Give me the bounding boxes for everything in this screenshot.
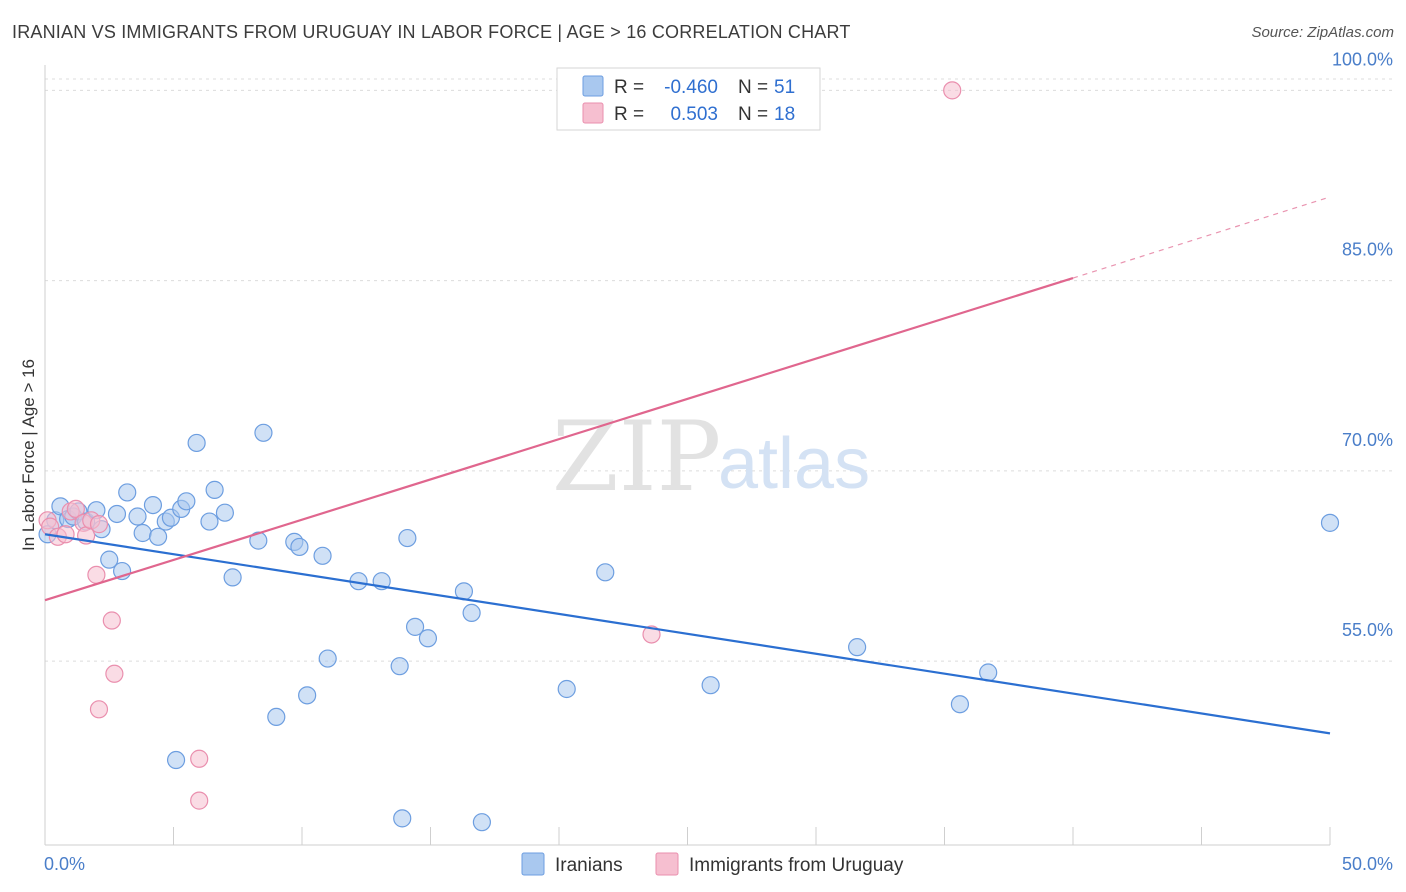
legend-r-label-2: R = — [614, 104, 644, 125]
uruguay-point — [89, 700, 109, 719]
iranians-point — [701, 676, 720, 695]
legend-n-label-1: N = — [738, 77, 768, 98]
legend-swatch-uruguay — [582, 102, 604, 124]
iranians-point — [472, 813, 491, 832]
iranians-point — [100, 550, 119, 569]
legend-r-label-1: R = — [614, 77, 644, 98]
watermark: ZIP atlas — [552, 401, 870, 513]
iranians-point — [107, 504, 127, 524]
y-tick-label: 85.0% — [1342, 240, 1393, 260]
iranians-point — [298, 686, 317, 705]
iranians-point — [205, 480, 224, 499]
stats-legend: R = -0.460 N = 51 R = 0.503 N = 18 — [556, 67, 821, 131]
legend-r-value-2: 0.503 — [670, 104, 718, 125]
iranians-point — [223, 568, 242, 587]
legend-swatch-iranians — [582, 75, 604, 97]
grid-layer — [45, 78, 1395, 662]
iranians-point — [418, 629, 438, 648]
iranians-point — [1320, 513, 1340, 532]
iranians-point — [128, 507, 147, 526]
iranians-point — [267, 707, 286, 727]
iranians-point — [290, 537, 309, 557]
uruguay-trend-line — [44, 277, 1074, 602]
iranians-point — [318, 649, 337, 668]
series-legend-label-iranians: Iranians — [555, 855, 623, 876]
x-tick-label-max: 50.0% — [1342, 854, 1393, 874]
y-tick-label: 70.0% — [1342, 430, 1393, 450]
uruguay-point — [943, 81, 962, 100]
iranians-point — [133, 523, 152, 543]
legend-n-value-2: 18 — [774, 104, 795, 125]
iranians-point — [215, 503, 234, 522]
uruguay-point — [66, 499, 85, 519]
iranians-point — [950, 695, 970, 714]
iranians-point — [254, 423, 273, 442]
x-tick-label-min: 0.0% — [44, 854, 85, 874]
y-axis-label: In Labor Force | Age > 16 — [19, 359, 38, 551]
uruguay-point — [190, 749, 209, 768]
iranians-point — [462, 603, 481, 623]
trend-layer — [44, 196, 1331, 735]
iranians-point — [148, 527, 168, 546]
legend-n-value-1: 51 — [774, 77, 795, 98]
iranians-point — [848, 638, 867, 657]
chart-title: IRANIAN VS IMMIGRANTS FROM URUGUAY IN LA… — [12, 22, 851, 42]
uruguay-point — [56, 525, 75, 544]
iranians-point — [177, 492, 196, 511]
series-legend: Iranians Immigrants from Uruguay — [521, 852, 904, 876]
legend-r-value-1: -0.460 — [664, 77, 718, 98]
uruguay-point — [105, 664, 124, 683]
iranians-point — [398, 528, 417, 548]
uruguay-point — [87, 565, 106, 584]
series-legend-label-uruguay: Immigrants from Uruguay — [689, 855, 904, 876]
iranians-trend-line — [44, 533, 1331, 735]
iranians-point — [143, 495, 163, 515]
iranians-point — [200, 512, 219, 531]
uruguay-point — [190, 791, 209, 810]
uruguay-point — [102, 611, 121, 630]
iranians-point — [166, 750, 186, 770]
uruguay-point — [89, 515, 109, 534]
uruguay-point — [642, 625, 661, 644]
iranians-point — [557, 679, 576, 699]
uruguay-trend-extension — [1072, 196, 1331, 279]
iranians-point — [390, 657, 409, 676]
iranians-point — [249, 531, 268, 550]
points-layer — [38, 81, 1340, 832]
y-tick-label: 55.0% — [1342, 620, 1393, 640]
series-legend-swatch-uruguay — [655, 852, 679, 876]
iranians-point — [405, 617, 425, 636]
watermark-atlas: atlas — [718, 424, 870, 504]
iranians-point — [596, 563, 615, 582]
watermark-zip: ZIP — [552, 401, 721, 513]
series-legend-swatch-iranians — [521, 852, 545, 876]
legend-n-label-2: N = — [738, 104, 768, 125]
iranians-point — [187, 433, 206, 453]
iranians-point — [118, 483, 137, 502]
y-tick-label: 100.0% — [1332, 49, 1393, 69]
axis-layer: 55.0% 70.0% 85.0% 100.0% 0.0% 50.0% — [44, 49, 1393, 874]
source-credit: Source: ZipAtlas.com — [1251, 24, 1394, 41]
iranians-point — [313, 546, 332, 565]
iranians-point — [393, 809, 412, 828]
